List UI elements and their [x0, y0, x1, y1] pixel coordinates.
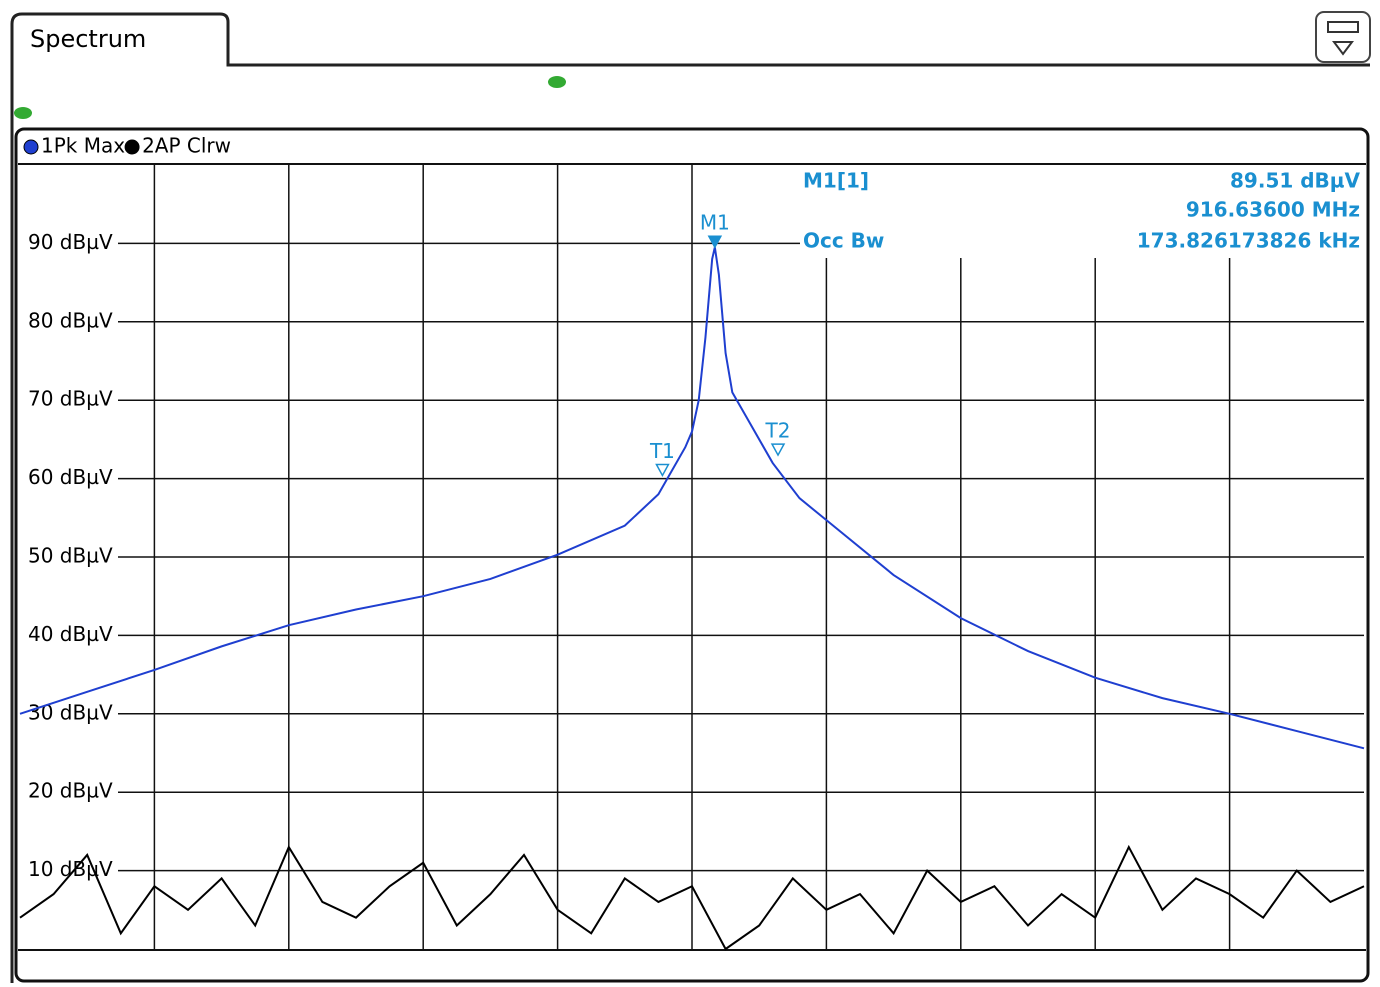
- marker: [770, 443, 786, 457]
- y-tick-label: 80 dBµV: [28, 308, 113, 332]
- marker-info-occ-bw: 173.826173826 kHz: [1137, 229, 1360, 253]
- marker: [655, 463, 670, 478]
- y-tick-label: 90 dBµV: [28, 230, 113, 254]
- legend-label: 1Pk Max: [41, 134, 125, 158]
- y-tick-label: 50 dBµV: [28, 544, 113, 568]
- menu-icon: [1327, 21, 1359, 33]
- status-dot: [14, 107, 32, 119]
- series-line: [19, 247, 1365, 750]
- legend-swatch: [124, 139, 140, 155]
- legend-label: 2AP Clrw: [142, 134, 231, 158]
- marker-label: M1: [700, 211, 730, 235]
- y-tick-label: 60 dBµV: [28, 465, 113, 489]
- y-tick-label: 20 dBµV: [28, 779, 113, 803]
- legend-swatch: [23, 139, 39, 155]
- y-tick-label: 30 dBµV: [28, 700, 113, 724]
- menu-icon: [1332, 41, 1354, 56]
- marker-label: T2: [765, 419, 791, 443]
- series-line: [19, 844, 1365, 951]
- marker-info-level: 89.51 dBµV: [1230, 169, 1361, 193]
- plot: 10 dBµV 20 dBµV 30 dBµV 40 dBµV 50 dBµV 60 dB…: [19, 134, 1365, 951]
- y-tick-label: 10 dBµV: [28, 857, 113, 881]
- tab-frame: [10, 12, 1370, 983]
- y-tick-label: 40 dBµV: [28, 622, 113, 646]
- marker-info-frequency: 916.63600 MHz: [1186, 198, 1360, 222]
- marker-label: T1: [649, 439, 675, 463]
- tab-title[interactable]: Spectrum: [30, 25, 146, 53]
- marker-info-name: M1[1]: [803, 169, 869, 193]
- y-tick-label: 70 dBµV: [28, 387, 113, 411]
- marker: [707, 235, 723, 249]
- status-dot: [548, 76, 566, 88]
- menu-button[interactable]: [1315, 11, 1371, 63]
- marker-info-occ-bw-label: Occ Bw: [803, 229, 884, 253]
